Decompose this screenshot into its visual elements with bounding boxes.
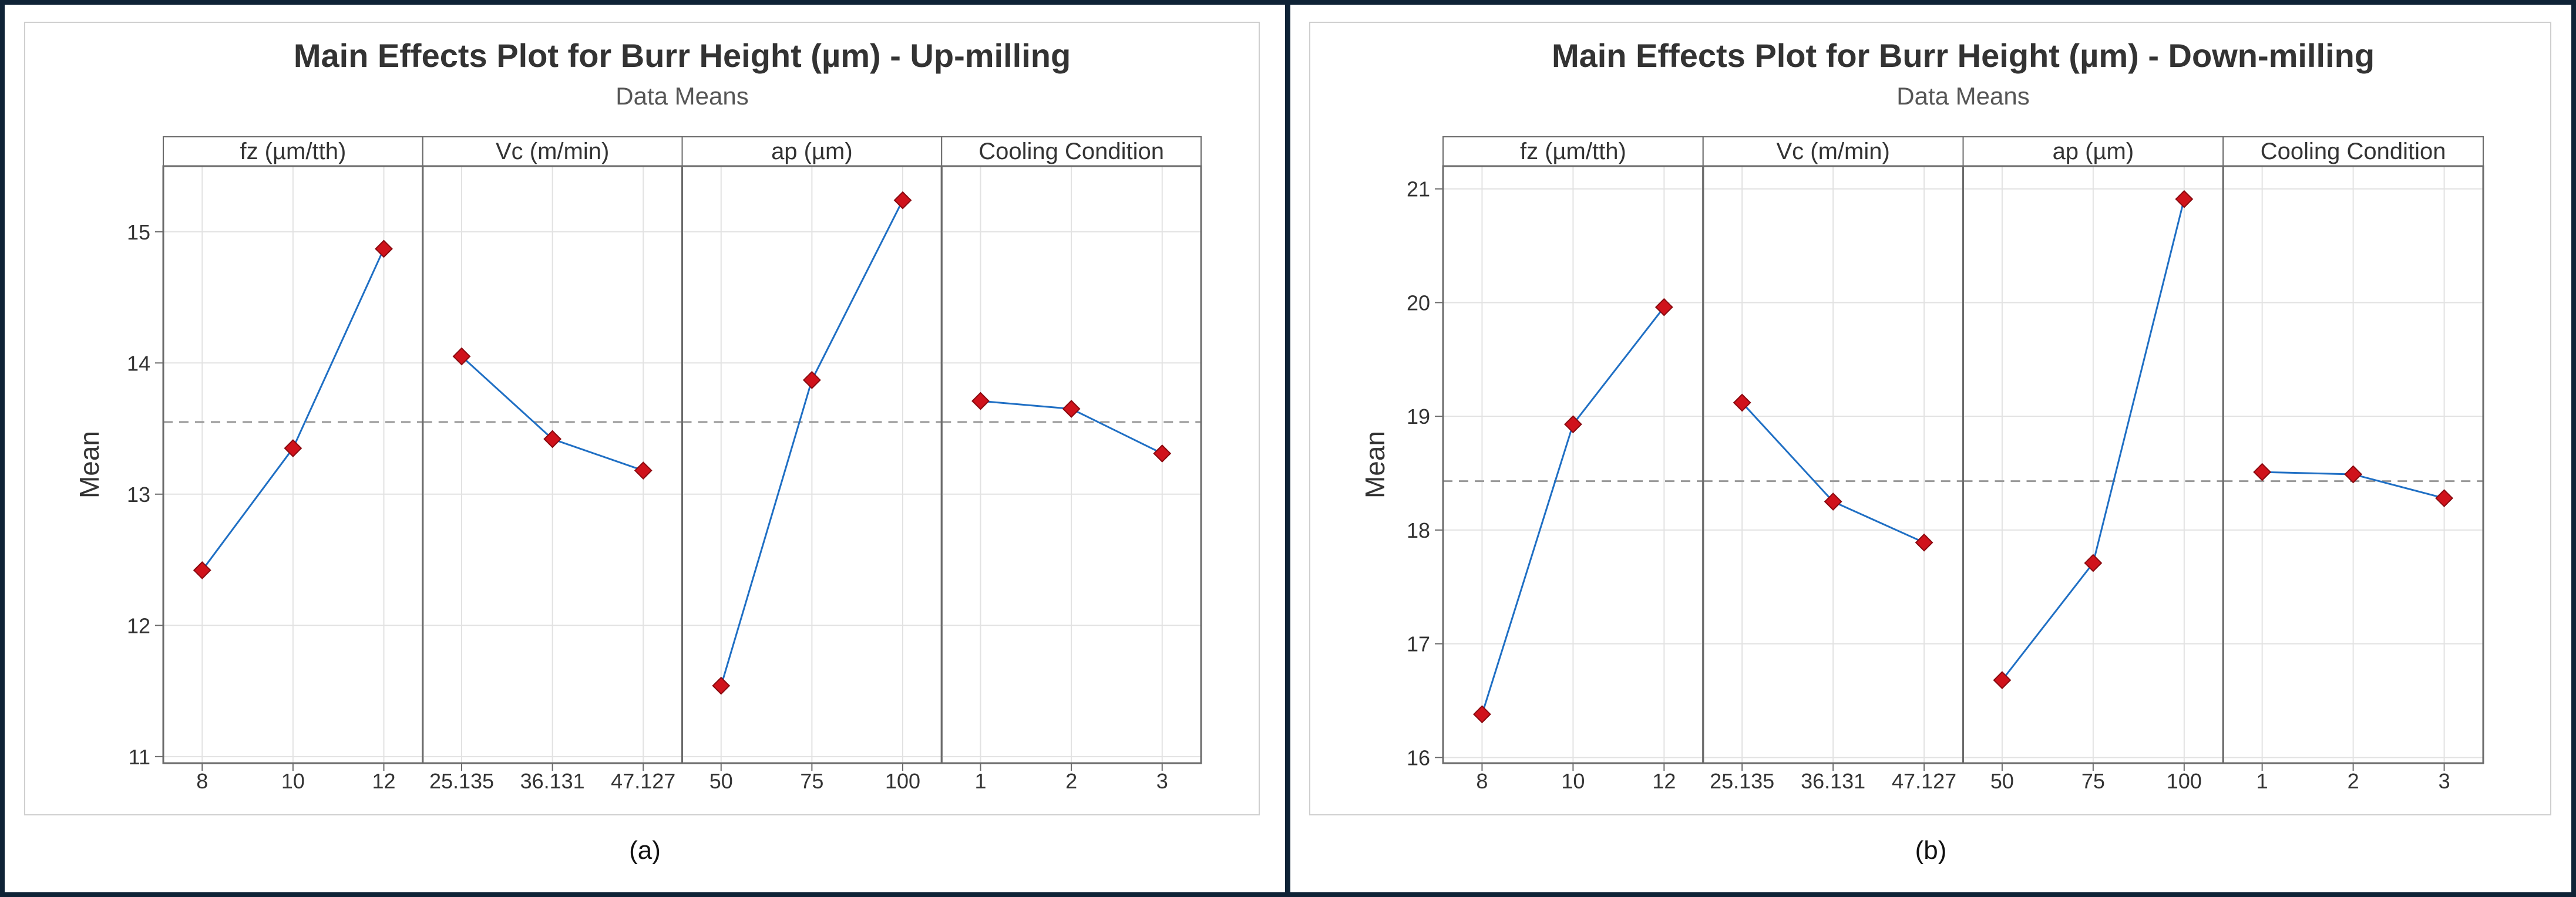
data-point bbox=[1472, 705, 1491, 724]
y-tick-label: 17 bbox=[1407, 632, 1430, 656]
panel-factor-label: Cooling Condition bbox=[978, 139, 1164, 164]
x-tick-label: 36.131 bbox=[520, 769, 585, 793]
main-effects-chart-b: Main Effects Plot for Burr Height (µm) -… bbox=[1309, 22, 2551, 815]
data-point bbox=[1915, 533, 1933, 552]
data-point bbox=[1993, 671, 2012, 690]
data-point bbox=[1062, 400, 1081, 418]
x-tick-label: 100 bbox=[2167, 769, 2202, 793]
figure-b: Main Effects Plot for Burr Height (µm) -… bbox=[1290, 6, 2571, 891]
x-tick-label: 75 bbox=[800, 769, 823, 793]
chart-title: Main Effects Plot for Burr Height (µm) -… bbox=[294, 37, 1071, 74]
panel-factor-label: fz (µm/tth) bbox=[240, 139, 346, 164]
panel-header bbox=[941, 136, 1202, 167]
data-point bbox=[193, 561, 211, 579]
panel-header bbox=[681, 136, 943, 167]
panel-factor-label: Vc (m/min) bbox=[496, 139, 609, 164]
y-tick-label: 14 bbox=[127, 351, 150, 375]
data-point bbox=[802, 370, 821, 389]
panel-factor-label: Cooling Condition bbox=[2261, 139, 2446, 164]
y-axis-label: Mean bbox=[74, 431, 105, 498]
data-point bbox=[712, 676, 731, 695]
x-tick-label: 75 bbox=[2081, 769, 2105, 793]
data-point bbox=[543, 430, 562, 448]
data-point bbox=[284, 439, 302, 457]
x-tick-label: 12 bbox=[372, 769, 395, 793]
x-tick-label: 1 bbox=[974, 769, 986, 793]
panel-header bbox=[422, 136, 683, 167]
chart-subtitle: Data Means bbox=[1896, 82, 2029, 110]
x-tick-label: 10 bbox=[1561, 769, 1585, 793]
data-point bbox=[2253, 463, 2272, 481]
data-point bbox=[375, 240, 393, 258]
figure-divider bbox=[1285, 0, 1290, 897]
y-tick-label: 11 bbox=[129, 745, 150, 769]
data-point bbox=[2435, 489, 2454, 508]
data-point bbox=[1654, 298, 1673, 316]
panel-factor-label: Vc (m/min) bbox=[1776, 139, 1889, 164]
panel-factor-label: ap (µm) bbox=[2053, 139, 2134, 164]
x-tick-label: 1 bbox=[2256, 769, 2268, 793]
y-tick-label: 19 bbox=[1407, 404, 1430, 429]
x-tick-label: 25.135 bbox=[1710, 769, 1774, 793]
caption-a: (a) bbox=[629, 836, 661, 865]
main-effects-chart-a: Main Effects Plot for Burr Height (µm) -… bbox=[24, 22, 1260, 815]
x-tick-label: 3 bbox=[1156, 769, 1168, 793]
x-tick-label: 50 bbox=[709, 769, 733, 793]
y-tick-label: 18 bbox=[1407, 518, 1430, 542]
panel-factor-label: ap (µm) bbox=[771, 139, 853, 164]
chart-title: Main Effects Plot for Burr Height (µm) -… bbox=[1552, 37, 2375, 74]
x-tick-label: 50 bbox=[1990, 769, 2014, 793]
panel-header bbox=[1962, 136, 2224, 167]
panel-header bbox=[163, 136, 423, 167]
data-point bbox=[2084, 554, 2103, 572]
y-tick-label: 15 bbox=[127, 220, 150, 244]
data-point bbox=[893, 191, 912, 210]
x-tick-label: 36.131 bbox=[1801, 769, 1865, 793]
x-tick-label: 8 bbox=[1476, 769, 1488, 793]
x-tick-label: 8 bbox=[196, 769, 208, 793]
y-axis-label: Mean bbox=[1360, 431, 1390, 498]
y-tick-label: 21 bbox=[1407, 177, 1430, 201]
x-tick-label: 3 bbox=[2439, 769, 2450, 793]
y-tick-label: 12 bbox=[127, 613, 150, 638]
panel-factor-label: fz (µm/tth) bbox=[1520, 139, 1626, 164]
data-point bbox=[1733, 393, 1751, 412]
x-tick-label: 10 bbox=[281, 769, 305, 793]
y-tick-label: 13 bbox=[127, 483, 150, 507]
data-point bbox=[1563, 415, 1582, 434]
data-point bbox=[1153, 444, 1172, 463]
x-tick-label: 47.127 bbox=[1892, 769, 1956, 793]
data-point bbox=[634, 461, 653, 480]
data-point bbox=[2175, 190, 2194, 208]
x-tick-label: 12 bbox=[1652, 769, 1676, 793]
x-tick-label: 25.135 bbox=[429, 769, 494, 793]
data-point bbox=[1824, 493, 1842, 511]
caption-b: (b) bbox=[1915, 836, 1947, 865]
figure-a: Main Effects Plot for Burr Height (µm) -… bbox=[5, 6, 1285, 891]
x-tick-label: 2 bbox=[2348, 769, 2359, 793]
data-point bbox=[452, 347, 471, 366]
data-point bbox=[2344, 465, 2363, 484]
data-point bbox=[971, 392, 990, 410]
y-tick-label: 16 bbox=[1407, 746, 1430, 770]
y-tick-label: 20 bbox=[1407, 291, 1430, 315]
chart-subtitle: Data Means bbox=[616, 82, 748, 110]
x-tick-label: 100 bbox=[885, 769, 920, 793]
x-tick-label: 2 bbox=[1065, 769, 1077, 793]
x-tick-label: 47.127 bbox=[611, 769, 675, 793]
